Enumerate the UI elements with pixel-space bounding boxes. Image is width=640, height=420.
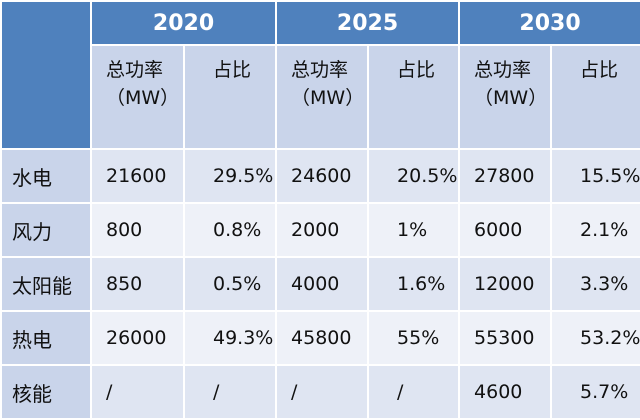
row-label: 热电 bbox=[0, 310, 92, 366]
sub-header-ratio-2020: 占比 bbox=[182, 44, 278, 150]
ratio-cell-2025: 1.6% bbox=[367, 256, 461, 312]
row-label: 水电 bbox=[0, 148, 92, 204]
row-label: 太阳能 bbox=[0, 256, 92, 312]
ratio-cell-2020: 0.8% bbox=[182, 202, 278, 258]
sub-header-ratio-2030: 占比 bbox=[550, 44, 640, 150]
power-cell-2025: 4000 bbox=[275, 256, 370, 312]
sub-header-power-2030: 总功率 （MW） bbox=[458, 44, 553, 150]
table-row-hydro: 水电 21600 29.5% 24600 20.5% 27800 15.5% bbox=[0, 148, 640, 204]
power-cell-2030: 6000 bbox=[458, 202, 553, 258]
ratio-cell-2025: 20.5% bbox=[367, 148, 461, 204]
ratio-cell-2030: 3.3% bbox=[550, 256, 640, 312]
year-header-2020: 2020 bbox=[89, 0, 278, 46]
power-cell-2025: 45800 bbox=[275, 310, 370, 366]
sub-header-power-2025: 总功率 （MW） bbox=[275, 44, 370, 150]
table-row-thermal: 热电 26000 49.3% 45800 55% 55300 53.2% bbox=[0, 310, 640, 366]
ratio-cell-2020: 29.5% bbox=[182, 148, 278, 204]
ratio-cell-2020: 0.5% bbox=[182, 256, 278, 312]
sub-header-row: 总功率 （MW） 占比 总功率 （MW） 占比 总功率 （MW） 占比 bbox=[1, 44, 640, 150]
power-cell-2030: 27800 bbox=[458, 148, 553, 204]
corner-cell bbox=[0, 0, 92, 150]
power-cell-2025: 2000 bbox=[275, 202, 370, 258]
ratio-cell-2030: 2.1% bbox=[550, 202, 640, 258]
power-cell-2020: 850 bbox=[90, 256, 185, 312]
power-cell-2020: 21600 bbox=[90, 148, 185, 204]
power-cell-2030: 12000 bbox=[458, 256, 553, 312]
ratio-cell-2030: 53.2% bbox=[550, 310, 640, 366]
year-header-2030: 2030 bbox=[458, 0, 640, 46]
ratio-cell-2025: 55% bbox=[367, 310, 461, 366]
ratio-cell-2030: 15.5% bbox=[550, 148, 640, 204]
row-label: 风力 bbox=[0, 202, 92, 258]
power-label: 总功率 bbox=[106, 59, 164, 81]
sub-header-power-2020: 总功率 （MW） bbox=[90, 44, 185, 150]
year-header-2025: 2025 bbox=[275, 0, 461, 46]
power-unit: （MW） bbox=[106, 87, 180, 109]
sub-header-ratio-2025: 占比 bbox=[367, 44, 461, 150]
table-row-wind: 风力 800 0.8% 2000 1% 6000 2.1% bbox=[0, 202, 640, 258]
power-unit: （MW） bbox=[291, 87, 365, 109]
power-cell-2025: / bbox=[275, 364, 370, 420]
ratio-cell-2025: 1% bbox=[367, 202, 461, 258]
power-label: 总功率 bbox=[474, 59, 532, 81]
year-header-row: 2020 2025 2030 bbox=[0, 0, 640, 150]
power-unit: （MW） bbox=[474, 87, 548, 109]
power-cell-2020: 800 bbox=[90, 202, 185, 258]
power-label: 总功率 bbox=[291, 59, 349, 81]
power-cell-2020: 26000 bbox=[90, 310, 185, 366]
ratio-cell-2020: 49.3% bbox=[182, 310, 278, 366]
table-row-solar: 太阳能 850 0.5% 4000 1.6% 12000 3.3% bbox=[0, 256, 640, 312]
power-cell-2030: 55300 bbox=[458, 310, 553, 366]
power-cell-2025: 24600 bbox=[275, 148, 370, 204]
